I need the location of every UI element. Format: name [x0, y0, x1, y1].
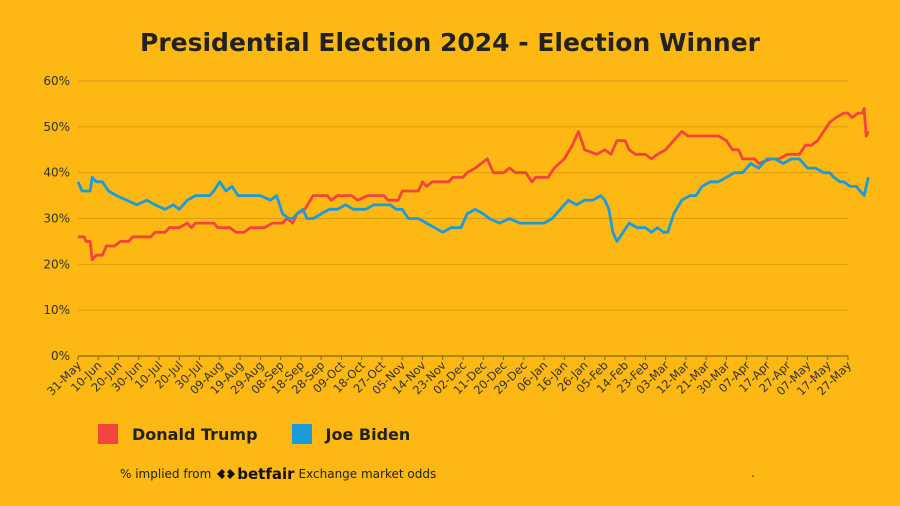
source-prefix: % implied from: [120, 467, 212, 481]
y-axis-ticks: 0% 10% 20% 30% 40% 50% 60%: [43, 74, 70, 363]
y-tick-label: 30%: [43, 212, 70, 226]
source-suffix: Exchange market odds: [298, 467, 437, 481]
footer-dot: .: [751, 466, 755, 480]
y-tick-label: 10%: [43, 303, 70, 317]
y-tick-label: 60%: [43, 74, 70, 88]
legend-label-trump: Donald Trump: [132, 424, 258, 444]
chart-title: Presidential Election 2024 - Election Wi…: [140, 28, 760, 57]
legend-item-biden: Joe Biden: [291, 424, 411, 444]
betfair-brand: betfair: [237, 465, 295, 483]
source-note: % implied from betfair Exchange market o…: [120, 465, 436, 483]
legend-swatch-biden: [291, 424, 312, 444]
legend-item-trump: Donald Trump: [98, 424, 258, 444]
y-tick-label: 0%: [51, 349, 70, 363]
gridlines: [78, 80, 848, 357]
legend-label-biden: Joe Biden: [325, 424, 411, 444]
series-line-biden: [76, 157, 870, 243]
series-lines: [76, 107, 870, 262]
y-tick-label: 50%: [43, 120, 70, 134]
y-tick-label: 20%: [43, 257, 70, 271]
x-axis-ticks: 31-May10-Jun20-Jun30-Jun10-Jul20-Jul30-J…: [44, 356, 854, 398]
legend: Donald Trump Joe Biden: [98, 424, 444, 444]
betfair-logo: betfair: [217, 465, 295, 483]
series-line-trump: [78, 107, 870, 262]
betfair-logo-icon: [217, 469, 236, 479]
legend-swatch-trump: [98, 424, 118, 444]
y-tick-label: 40%: [43, 166, 70, 180]
